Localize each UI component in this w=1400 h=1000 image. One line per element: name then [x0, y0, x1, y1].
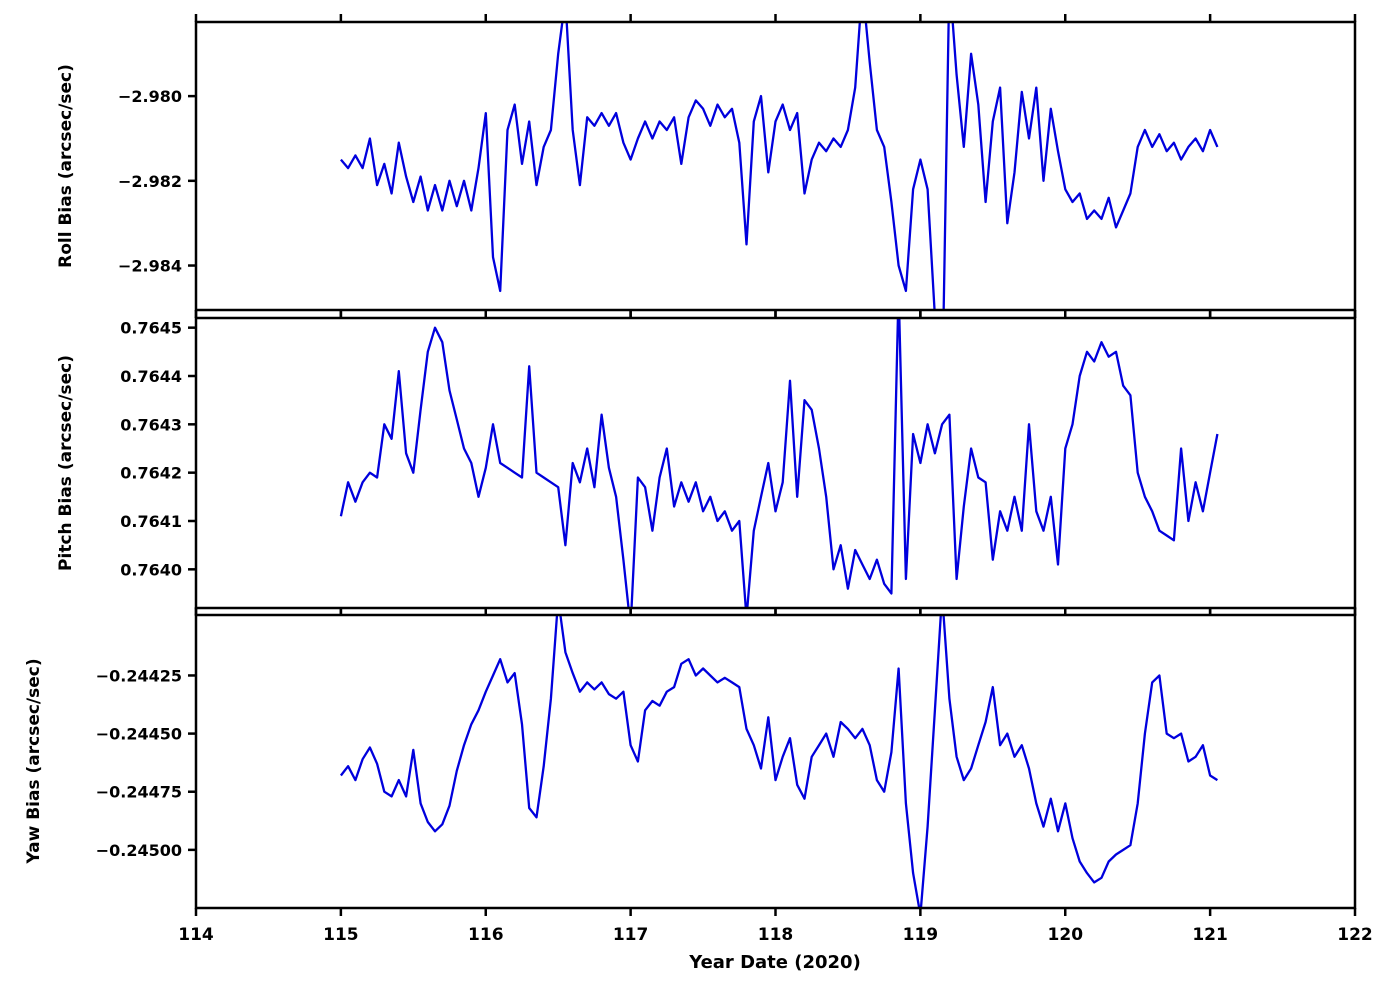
- x-tick-label: 120: [1048, 925, 1084, 945]
- y-tick-label: −2.980: [118, 87, 182, 106]
- y-tick-label: −2.984: [118, 257, 182, 276]
- x-tick-label: 122: [1337, 925, 1373, 945]
- x-tick-label: 115: [323, 925, 359, 945]
- x-tick-label: 118: [758, 925, 794, 945]
- y-tick-label: −0.24475: [96, 783, 182, 802]
- y-tick-label: −0.24500: [96, 841, 182, 860]
- y-tick-label: −0.24425: [96, 666, 182, 685]
- x-tick-label: 114: [178, 925, 214, 945]
- y-tick-label: 0.7645: [120, 319, 182, 338]
- x-tick-label: 119: [903, 925, 939, 945]
- y-tick-label: 0.7642: [120, 464, 182, 483]
- yaw-bias-line: [339, 615, 1219, 908]
- x-tick-label: 117: [613, 925, 649, 945]
- roll-bias-y-axis-label: Roll Bias (arcsec/sec): [56, 64, 76, 268]
- x-axis-label: Year Date (2020): [689, 952, 861, 973]
- y-tick-label: 0.7640: [120, 560, 182, 579]
- yaw-bias-y-axis-label: Yaw Bias (arcsec/sec): [24, 658, 44, 864]
- y-tick-label: −2.982: [118, 172, 182, 191]
- y-tick-label: 0.7641: [120, 512, 182, 531]
- x-tick-label: 116: [468, 925, 504, 945]
- y-tick-label: 0.7644: [120, 367, 182, 386]
- yaw-bias-panel-border: [194, 613, 1357, 910]
- y-tick-label: −0.24450: [96, 725, 182, 744]
- pitch-bias-y-axis-label: Pitch Bias (arcsec/sec): [56, 355, 76, 571]
- pitch-bias-line: [339, 318, 1219, 608]
- y-tick-label: 0.7643: [120, 415, 182, 434]
- x-tick-label: 121: [1192, 925, 1228, 945]
- roll-bias-line: [340, 22, 1219, 310]
- roll-bias-panel-border: [194, 20, 1357, 312]
- pitch-bias-panel-border: [194, 316, 1357, 610]
